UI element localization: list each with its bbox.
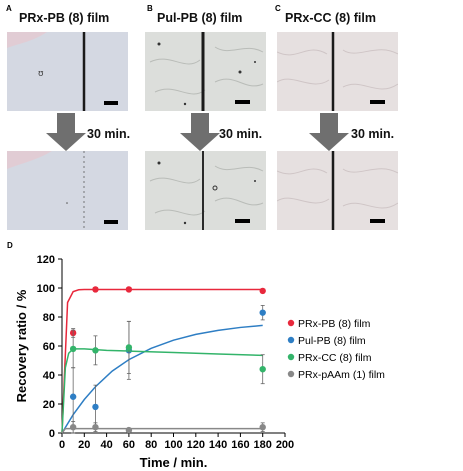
x-tick-label: 200 [276, 439, 294, 451]
micrograph-a-before: ʊ [7, 32, 128, 111]
micrograph-b-after [145, 151, 266, 230]
panel-a-title: PRx-PB (8) film [19, 11, 110, 25]
x-tick-label: 140 [209, 439, 227, 451]
arrow-down-icon [309, 113, 349, 151]
panel-d-label: D [7, 241, 13, 250]
panel-b-label: B [147, 4, 153, 13]
micrograph-c-after [277, 151, 398, 230]
y-tick-label: 0 [49, 428, 55, 440]
svg-text:ʊ: ʊ [38, 69, 44, 79]
legend-marker-pul-pb-8-film [287, 336, 295, 344]
arrow-down-icon [46, 113, 86, 151]
y-tick-label: 120 [37, 254, 55, 266]
legend-label-prx-cc-8-film: PRx-CC (8) film [298, 352, 372, 364]
arrow-b-label: 30 min. [219, 127, 263, 141]
micrograph-a-after [7, 151, 128, 230]
x-tick-label: 180 [254, 439, 272, 451]
data-point-prx-paam-1-film [125, 426, 133, 434]
y-tick-label: 20 [43, 399, 55, 411]
panel-c-title: PRx-CC (8) film [285, 11, 376, 25]
panel-c-label: C [275, 4, 281, 13]
legend-marker-prx-paam-1-film [287, 370, 295, 378]
legend-label-pul-pb-8-film: Pul-PB (8) film [298, 335, 366, 347]
legend-marker-prx-cc-8-film [287, 353, 295, 361]
micrograph-c-before [277, 32, 398, 111]
x-tick-label: 60 [123, 439, 135, 451]
data-point-prx-cc-8-film [92, 347, 99, 354]
data-point-prx-pb-8-film [92, 286, 99, 293]
fit-curve-prx-paam-1-film [61, 427, 263, 434]
x-tick-label: 80 [145, 439, 157, 451]
arrow-down-icon [180, 113, 220, 151]
data-point-pul-pb-8-film [92, 403, 99, 411]
data-point-prx-paam-1-film [259, 424, 266, 431]
data-point-prx-cc-8-film [69, 345, 77, 353]
y-tick-label: 100 [37, 283, 55, 295]
data-point-prx-cc-8-film [125, 344, 133, 351]
y-tick-label: 80 [43, 312, 55, 324]
arrow-a-label: 30 min. [87, 127, 131, 141]
x-tick-label: 160 [231, 439, 249, 451]
y-axis-label: Recovery ratio / % [14, 289, 29, 402]
x-tick-label: 0 [59, 439, 65, 451]
data-point-pul-pb-8-film [259, 309, 266, 316]
data-point-prx-paam-1-film [69, 424, 77, 431]
data-point-prx-paam-1-film [92, 424, 99, 431]
panel-a-label: A [6, 4, 12, 13]
y-tick-label: 40 [43, 370, 55, 382]
arrow-c-label: 30 min. [351, 127, 395, 141]
data-point-prx-pb-8-film [125, 286, 133, 293]
x-axis-label: Time / min. [140, 455, 208, 470]
micrograph-b-before [145, 32, 266, 111]
fit-curve-prx-pb-8-film [61, 288, 263, 434]
legend-label-prx-pb-8-film: PRx-PB (8) film [298, 318, 371, 330]
legend-marker-prx-pb-8-film [287, 319, 295, 327]
legend-label-prx-paam-1-film: PRx-pAAm (1) film [298, 369, 385, 381]
panel-b-title: Pul-PB (8) film [157, 11, 243, 25]
x-tick-label: 100 [164, 439, 182, 451]
y-tick-label: 60 [43, 341, 55, 353]
x-tick-label: 40 [100, 439, 112, 451]
data-point-prx-pb-8-film [259, 287, 266, 295]
x-tick-label: 120 [187, 439, 205, 451]
fit-curve-pul-pb-8-film [61, 324, 263, 434]
data-point-pul-pb-8-film [69, 393, 77, 400]
x-tick-label: 20 [78, 439, 90, 451]
data-point-prx-cc-8-film [259, 366, 266, 373]
recovery-ratio-chart: 0 20 40 60 80 100 120 0 20 40 60 80 100 120 140 160 180 2… [14, 254, 385, 470]
